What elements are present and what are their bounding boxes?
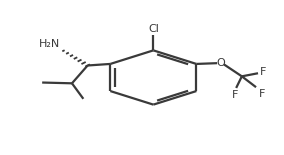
Text: Cl: Cl	[148, 24, 159, 34]
Text: H₂N: H₂N	[39, 39, 60, 49]
Text: F: F	[231, 89, 238, 100]
Text: F: F	[259, 89, 265, 99]
Text: O: O	[216, 58, 225, 68]
Text: F: F	[260, 67, 267, 78]
